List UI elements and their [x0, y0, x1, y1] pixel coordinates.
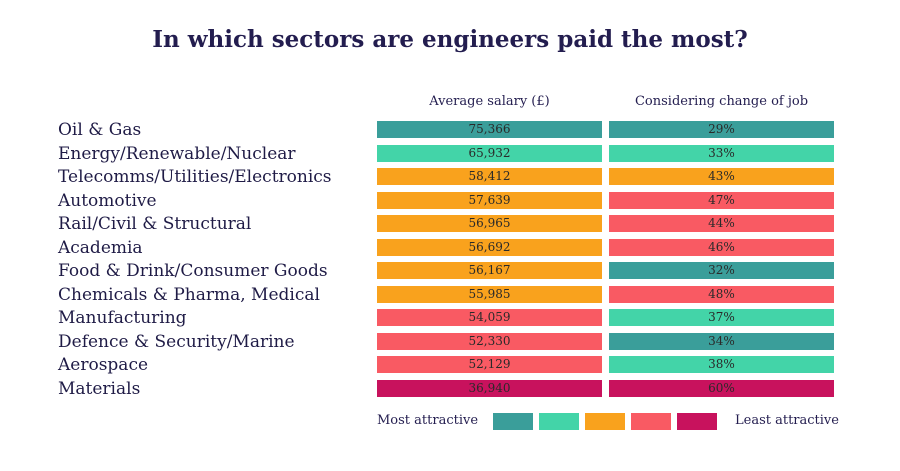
- salary-cell: 56,167: [377, 262, 602, 279]
- sector-label: Automotive: [58, 191, 157, 211]
- salary-cell: 36,940: [377, 380, 602, 397]
- legend-swatch: [539, 413, 579, 430]
- column-header-salary: Average salary (£): [429, 94, 550, 109]
- change-cell: 32%: [609, 262, 834, 279]
- change-cell: 37%: [609, 309, 834, 326]
- table-row: Rail/Civil & Structural 56,965 44%: [0, 214, 900, 235]
- legend-swatch: [585, 413, 625, 430]
- sector-label: Food & Drink/Consumer Goods: [58, 261, 328, 281]
- change-cell: 38%: [609, 356, 834, 373]
- table-row: Manufacturing 54,059 37%: [0, 308, 900, 329]
- column-header-change: Considering change of job: [634, 94, 809, 109]
- salary-cell: 52,129: [377, 356, 602, 373]
- sector-label: Telecomms/Utilities/Electronics: [58, 167, 332, 187]
- change-cell: 44%: [609, 215, 834, 232]
- salary-cell: 56,692: [377, 239, 602, 256]
- change-cell: 33%: [609, 145, 834, 162]
- legend-swatch: [677, 413, 717, 430]
- salary-cell: 56,965: [377, 215, 602, 232]
- salary-cell: 65,932: [377, 145, 602, 162]
- salary-cell: 52,330: [377, 333, 602, 350]
- legend-swatch: [493, 413, 533, 430]
- salary-cell: 75,366: [377, 121, 602, 138]
- table-row: Automotive 57,639 47%: [0, 191, 900, 212]
- change-cell: 43%: [609, 168, 834, 185]
- sector-label: Manufacturing: [58, 308, 187, 328]
- salary-cell: 58,412: [377, 168, 602, 185]
- table-row: Materials 36,940 60%: [0, 379, 900, 400]
- table-row: Aerospace 52,129 38%: [0, 355, 900, 376]
- salary-cell: 57,639: [377, 192, 602, 209]
- sector-label: Energy/Renewable/Nuclear: [58, 144, 296, 164]
- salary-cell: 55,985: [377, 286, 602, 303]
- table-row: Telecomms/Utilities/Electronics 58,412 43%: [0, 167, 900, 188]
- sector-label: Defence & Security/Marine: [58, 332, 295, 352]
- sector-label: Academia: [58, 238, 143, 258]
- change-cell: 47%: [609, 192, 834, 209]
- legend-most-label: Most attractive: [377, 413, 479, 428]
- sector-label: Rail/Civil & Structural: [58, 214, 252, 234]
- sector-label: Oil & Gas: [58, 120, 142, 140]
- change-cell: 46%: [609, 239, 834, 256]
- table-row: Energy/Renewable/Nuclear 65,932 33%: [0, 144, 900, 165]
- table-row: Oil & Gas 75,366 29%: [0, 120, 900, 141]
- sector-label: Chemicals & Pharma, Medical: [58, 285, 320, 305]
- table-row: Defence & Security/Marine 52,330 34%: [0, 332, 900, 353]
- change-cell: 60%: [609, 380, 834, 397]
- chart-title: In which sectors are engineers paid the …: [152, 26, 748, 53]
- change-cell: 48%: [609, 286, 834, 303]
- salary-cell: 54,059: [377, 309, 602, 326]
- sector-label: Materials: [58, 379, 141, 399]
- change-cell: 29%: [609, 121, 834, 138]
- legend-swatch: [631, 413, 671, 430]
- table-row: Academia 56,692 46%: [0, 238, 900, 259]
- change-cell: 34%: [609, 333, 834, 350]
- table-row: Food & Drink/Consumer Goods 56,167 32%: [0, 261, 900, 282]
- sector-label: Aerospace: [58, 355, 149, 375]
- table-row: Chemicals & Pharma, Medical 55,985 48%: [0, 285, 900, 306]
- legend-least-label: Least attractive: [735, 413, 839, 428]
